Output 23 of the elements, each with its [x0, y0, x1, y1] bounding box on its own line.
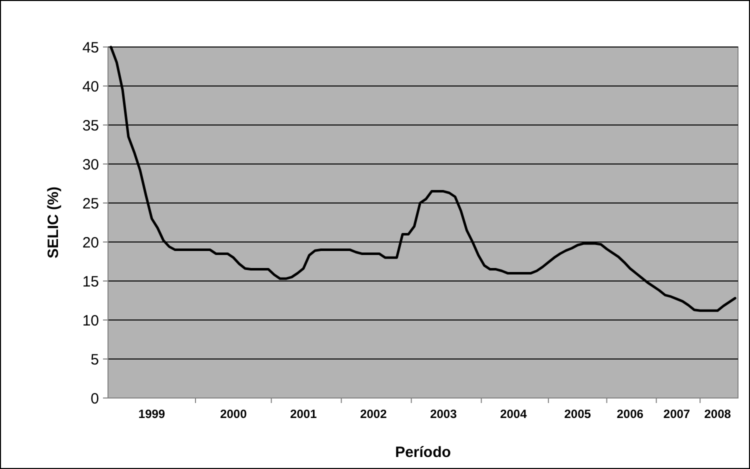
x-tick-label: 2007 [663, 407, 690, 421]
x-axis-title: Período [395, 444, 451, 461]
y-tick-label: 15 [82, 273, 99, 290]
x-tick-label: 2001 [290, 407, 318, 421]
x-tick-label: 2004 [500, 407, 528, 421]
line-series [110, 46, 736, 312]
y-tick-label: 45 [82, 39, 99, 56]
x-tick-label: 2000 [220, 407, 248, 421]
y-axis-title: SELIC (%) [45, 186, 62, 258]
x-tick-label: 2005 [564, 407, 592, 421]
x-tick-label: 2002 [360, 407, 388, 421]
y-tick-label: 0 [90, 390, 99, 408]
x-tick-label: 2008 [704, 407, 732, 421]
x-tick-label: 2003 [430, 407, 458, 421]
y-tick-label: 5 [90, 351, 99, 368]
y-tick-label: 30 [82, 156, 99, 174]
y-tick-label: 40 [82, 78, 99, 96]
y-tick-label: 10 [82, 312, 99, 330]
y-tick-label: 20 [82, 234, 99, 252]
y-tick-label: 35 [82, 117, 99, 134]
x-tick-label: 2006 [616, 407, 644, 421]
y-tick-label: 25 [82, 195, 99, 212]
x-tick-label: 1999 [138, 407, 166, 421]
